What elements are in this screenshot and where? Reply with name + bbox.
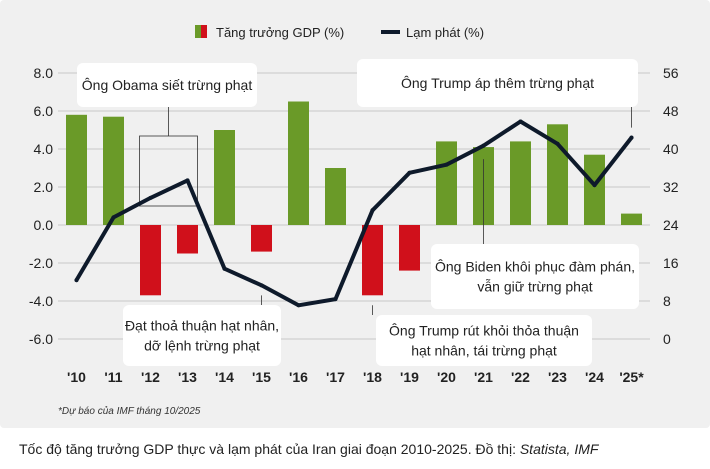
- inflation-point: [444, 162, 449, 167]
- gdp-bar: [436, 141, 457, 225]
- caption-text: Tốc độ tăng trưởng GDP thực và lạm phát …: [19, 441, 520, 457]
- x-tick-label: '21: [474, 369, 493, 385]
- left-tick-label: 8.0: [34, 65, 54, 81]
- gdp-bars: [66, 101, 642, 296]
- inflation-point: [185, 178, 190, 183]
- inflation-point: [370, 208, 375, 213]
- annotation-text: vẫn giữ trừng phạt: [477, 279, 592, 295]
- caption: Tốc độ tăng trưởng GDP thực và lạm phát …: [19, 441, 598, 457]
- x-tick-label: '13: [178, 369, 197, 385]
- inflation-point: [296, 303, 301, 308]
- x-tick-label: '11: [104, 369, 122, 385]
- left-tick-label: -4.0: [29, 293, 53, 309]
- left-tick-label: 2.0: [34, 179, 54, 195]
- left-axis-ticks: 8.0 6.0 4.0 2.0 0.0 -2.0 -4.0 -6.0: [29, 65, 53, 347]
- legend-gdp-label: Tăng trưởng GDP (%): [216, 25, 344, 40]
- gdp-bar: [399, 225, 420, 271]
- inflation-point: [222, 266, 227, 271]
- right-tick-label: 40: [663, 141, 679, 157]
- gdp-bar: [140, 225, 161, 296]
- annotation-text: dỡ lệnh trừng phạt: [144, 338, 260, 354]
- left-tick-label: 6.0: [34, 103, 54, 119]
- legend-inflation-label: Lạm phát (%): [406, 25, 484, 40]
- gdp-bar: [621, 213, 642, 225]
- annotation-box: [77, 63, 257, 107]
- inflation-point: [333, 297, 338, 302]
- annotation-text: Đạt thoả thuận hạt nhân,: [125, 318, 279, 334]
- legend-gdp-swatch: [195, 25, 207, 38]
- inflation-line: [74, 119, 634, 308]
- gdp-inflation-chart: Tăng trưởng GDP (%) Lạm phát (%) 8.0 6.0 4…: [29, 25, 679, 385]
- gdp-bar: [362, 225, 383, 296]
- gdp-bar: [214, 130, 235, 225]
- left-tick-label: -6.0: [29, 331, 53, 347]
- left-tick-label: -2.0: [29, 255, 53, 271]
- annotation-box: [376, 315, 592, 366]
- x-tick-label: '22: [511, 369, 530, 385]
- x-tick-label: '18: [363, 369, 382, 385]
- annotation-text: Ông Trump rút khỏi thỏa thuận: [389, 323, 579, 339]
- x-tick-label: '16: [289, 369, 308, 385]
- x-tick-label: '12: [141, 369, 160, 385]
- x-tick-label: '19: [400, 369, 419, 385]
- annotation-text: Ông Biden khôi phục đàm phán,: [435, 259, 635, 275]
- gdp-bar: [325, 168, 346, 225]
- annotation-text: hạt nhân, tái trừng phạt: [411, 343, 557, 359]
- right-tick-label: 48: [663, 103, 679, 119]
- inflation-point: [592, 183, 597, 188]
- inflation-line-layer: [74, 119, 634, 308]
- x-tick-label: '10: [67, 369, 86, 385]
- right-tick-label: 56: [663, 65, 679, 81]
- legend: Tăng trưởng GDP (%) Lạm phát (%): [195, 25, 484, 40]
- inflation-point: [629, 135, 634, 140]
- x-tick-label: '14: [215, 369, 234, 385]
- inflation-point: [111, 215, 116, 220]
- gdp-bar: [66, 114, 87, 225]
- inflation-point: [555, 141, 560, 146]
- gdp-bar: [510, 141, 531, 225]
- inflation-point: [148, 195, 153, 200]
- annotation-connectors: [139, 107, 632, 315]
- right-tick-label: 24: [663, 217, 679, 233]
- annotation-box: [123, 305, 281, 366]
- annotation-box: [357, 59, 638, 107]
- gdp-bar: [584, 154, 605, 225]
- gdp-bar: [103, 116, 124, 225]
- gdp-bar: [288, 101, 309, 225]
- x-tick-label: '17: [326, 369, 345, 385]
- chart-panel: Tăng trưởng GDP (%) Lạm phát (%) 8.0 6.0 4…: [0, 0, 710, 428]
- x-tick-label: '25*: [619, 369, 644, 385]
- annotation-box: [431, 244, 639, 309]
- gdp-bar: [251, 225, 272, 252]
- caption-source: Statista, IMF: [519, 441, 599, 457]
- left-tick-label: 0.0: [34, 217, 54, 233]
- inflation-point: [74, 278, 79, 283]
- right-tick-label: 32: [663, 179, 679, 195]
- right-tick-label: 0: [663, 331, 671, 347]
- annotation-bracket: [139, 135, 198, 207]
- x-tick-label: '15: [252, 369, 271, 385]
- footnote: *Dự báo của IMF tháng 10/2025: [58, 406, 201, 417]
- inflation-point: [259, 283, 264, 288]
- x-tick-label: '20: [437, 369, 456, 385]
- right-tick-label: 16: [663, 255, 679, 271]
- inflation-point: [481, 143, 486, 148]
- annotation-text: Ông Obama siết trừng phạt: [82, 77, 253, 93]
- right-axis-ticks: 56 48 40 32 24 16 8 0: [663, 65, 679, 347]
- x-axis-ticks: '10 '11 '12 '13 '14 '15 '16 '17 '18 '19 '20 '21 '22 '…: [67, 369, 644, 385]
- x-tick-label: '24: [585, 369, 604, 385]
- right-tick-label: 8: [663, 293, 671, 309]
- gdp-bar: [177, 225, 198, 254]
- left-tick-label: 4.0: [34, 141, 54, 157]
- x-tick-label: '23: [548, 369, 567, 385]
- inflation-point: [518, 119, 523, 124]
- inflation-point: [407, 170, 412, 175]
- annotation-text: Ông Trump áp thêm trừng phạt: [401, 75, 594, 91]
- annotations: Ông Obama siết trừng phạt Ông Trump áp th…: [77, 59, 639, 366]
